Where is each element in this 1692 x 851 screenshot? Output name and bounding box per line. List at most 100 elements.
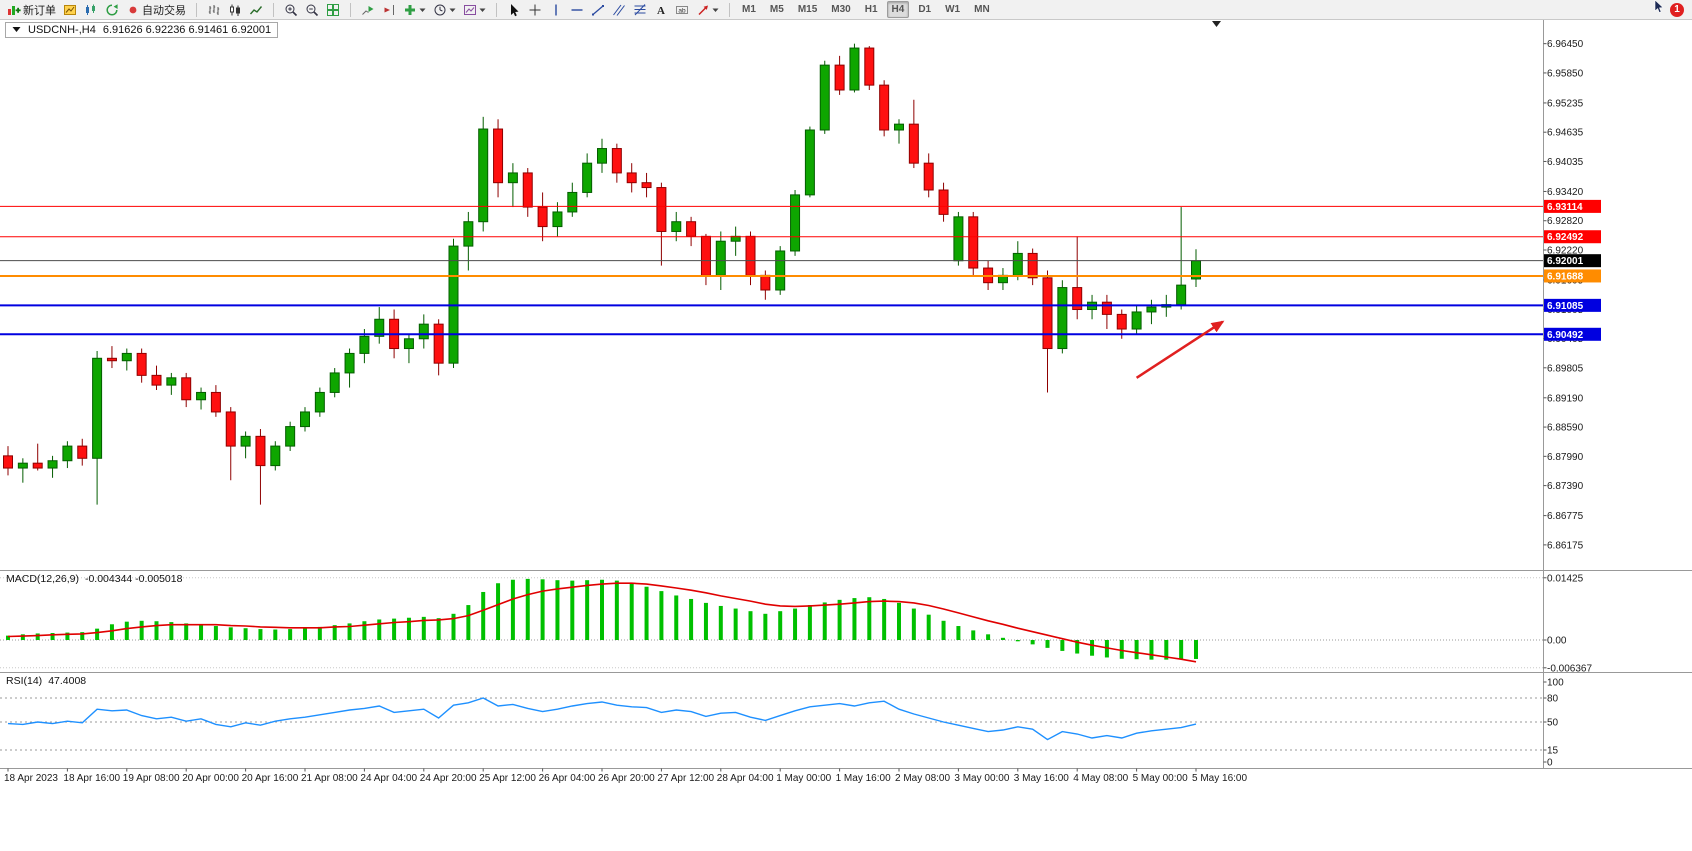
svg-text:6.90492: 6.90492	[1547, 330, 1584, 341]
svg-text:6.95850: 6.95850	[1547, 68, 1584, 79]
toolbar-separator	[496, 2, 497, 17]
crosshair-button[interactable]	[525, 1, 545, 18]
indicators-list-button[interactable]	[400, 1, 429, 18]
svg-text:18 Apr 2023: 18 Apr 2023	[4, 773, 58, 784]
svg-text:6.95235: 6.95235	[1547, 98, 1584, 109]
chevron-down-icon[interactable]	[12, 24, 21, 36]
timeframe-D1-button[interactable]: D1	[913, 1, 936, 18]
svg-text:6.89190: 6.89190	[1547, 393, 1584, 404]
svg-text:26 Apr 20:00: 26 Apr 20:00	[598, 773, 655, 784]
label-tool-button[interactable]: ab	[672, 1, 692, 18]
timeframe-H1-button[interactable]: H1	[860, 1, 883, 18]
macd-signal-line	[7, 582, 1197, 663]
timeframe-M1-button[interactable]: M1	[737, 1, 761, 18]
chart-shift-icon	[382, 3, 396, 17]
svg-text:6.94035: 6.94035	[1547, 157, 1584, 168]
price-line-labels: 6.93114 6.92492 6.92001 6.91688 6.91085 6.904…	[1544, 199, 1601, 341]
zoom-out-button[interactable]	[302, 1, 322, 18]
text-label-icon: ab	[675, 3, 689, 17]
text-icon: A	[654, 3, 668, 17]
line-chart-icon	[249, 3, 263, 17]
svg-text:5 May 00:00: 5 May 00:00	[1133, 773, 1188, 784]
refresh-button[interactable]	[102, 1, 122, 18]
chevron-down-icon[interactable]	[479, 4, 486, 16]
vertical-line-tool-button[interactable]	[546, 1, 566, 18]
toolbar-group-chart-types	[204, 1, 266, 18]
price-level-lines[interactable]	[0, 205, 1543, 336]
candlestick-chart-button[interactable]	[225, 1, 245, 18]
svg-text:6.96450: 6.96450	[1547, 39, 1584, 50]
chart-scroll-to-end-icon[interactable]	[1212, 21, 1221, 27]
timeframe-M30-button[interactable]: M30	[826, 1, 855, 18]
horizontal-line-tool-button[interactable]	[567, 1, 587, 18]
svg-text:6.87390: 6.87390	[1547, 481, 1584, 492]
svg-text:26 Apr 04:00: 26 Apr 04:00	[539, 773, 596, 784]
channel-tool-button[interactable]	[609, 1, 629, 18]
zoom-in-button[interactable]	[281, 1, 301, 18]
autotrading-button[interactable]: 自动交易	[123, 1, 189, 18]
button-label: M5	[769, 4, 784, 15]
svg-text:28 Apr 04:00: 28 Apr 04:00	[717, 773, 774, 784]
svg-text:1 May 16:00: 1 May 16:00	[836, 773, 891, 784]
chevron-down-icon[interactable]	[449, 4, 456, 16]
toolbar-right: 1	[1653, 0, 1688, 19]
indicators-icon	[403, 3, 417, 17]
button-label: MN	[974, 4, 990, 15]
rsi-value: 47.4008	[48, 675, 87, 687]
text-tool-button[interactable]: A	[651, 1, 671, 18]
symbol-ohlc: 6.91626 6.92236 6.91461 6.92001	[102, 24, 272, 36]
toolbar-separator	[273, 2, 274, 17]
notification-badge[interactable]: 1	[1670, 2, 1684, 17]
svg-text:3 May 00:00: 3 May 00:00	[954, 773, 1009, 784]
button-label: M30	[831, 4, 851, 15]
refresh-icon	[105, 3, 119, 17]
shapes-tool-button[interactable]	[693, 1, 722, 18]
svg-text:15: 15	[1547, 746, 1559, 757]
button-label: H4	[891, 4, 905, 15]
button-label: M1	[742, 4, 756, 15]
new-order-button[interactable]: 新订单	[4, 1, 59, 18]
arrow-shape-icon	[696, 3, 710, 17]
cursor-button[interactable]	[504, 1, 524, 18]
clock-icon	[433, 3, 447, 17]
svg-text:6.92820: 6.92820	[1547, 216, 1584, 227]
bar-chart-button[interactable]	[204, 1, 224, 18]
periods-button[interactable]	[430, 1, 459, 18]
chevron-down-icon[interactable]	[419, 4, 426, 16]
new-order-icon	[7, 3, 21, 17]
svg-text:24 Apr 20:00: 24 Apr 20:00	[420, 773, 477, 784]
chart-shift-button[interactable]	[379, 1, 399, 18]
timeframe-MN-button[interactable]: MN	[969, 1, 995, 18]
charts-button[interactable]	[60, 1, 80, 18]
line-chart-button[interactable]	[246, 1, 266, 18]
trend-arrow[interactable]	[1135, 320, 1225, 379]
svg-text:25 Apr 12:00: 25 Apr 12:00	[479, 773, 536, 784]
svg-text:4 May 08:00: 4 May 08:00	[1073, 773, 1128, 784]
chart-symbol-label: USDCNH-,H4 6.91626 6.92236 6.91461 6.920…	[5, 22, 279, 38]
timeframe-M5-button[interactable]: M5	[765, 1, 789, 18]
chevron-down-icon[interactable]	[712, 4, 719, 16]
button-label: 自动交易	[142, 4, 186, 17]
svg-text:24 Apr 04:00: 24 Apr 04:00	[360, 773, 417, 784]
svg-text:6.92001: 6.92001	[1547, 256, 1584, 267]
svg-text:6.93114: 6.93114	[1547, 202, 1583, 213]
templates-button[interactable]	[460, 1, 489, 18]
timeframe-H4-button[interactable]: H4	[886, 1, 910, 18]
svg-text:6.93420: 6.93420	[1547, 187, 1584, 198]
button-label: 新订单	[23, 4, 56, 17]
symbol-title: USDCNH-,H4	[28, 24, 96, 36]
candlestick-icon	[228, 3, 242, 17]
svg-text:18 Apr 16:00: 18 Apr 16:00	[63, 773, 120, 784]
button-label: M15	[797, 4, 818, 15]
tile-windows-button[interactable]	[323, 1, 343, 18]
timeframe-M15-button[interactable]: M15	[793, 1, 822, 18]
button-label: D1	[918, 4, 932, 15]
timeframe-W1-button[interactable]: W1	[940, 1, 965, 18]
svg-text:0.00: 0.00	[1547, 636, 1567, 647]
trendline-tool-button[interactable]	[588, 1, 608, 18]
market-watch-button[interactable]	[81, 1, 101, 18]
auto-scroll-button[interactable]	[358, 1, 378, 18]
svg-text:6.86775: 6.86775	[1547, 511, 1584, 522]
mouse-cursor-icon	[1653, 0, 1665, 19]
fibonacci-tool-button[interactable]	[630, 1, 650, 18]
